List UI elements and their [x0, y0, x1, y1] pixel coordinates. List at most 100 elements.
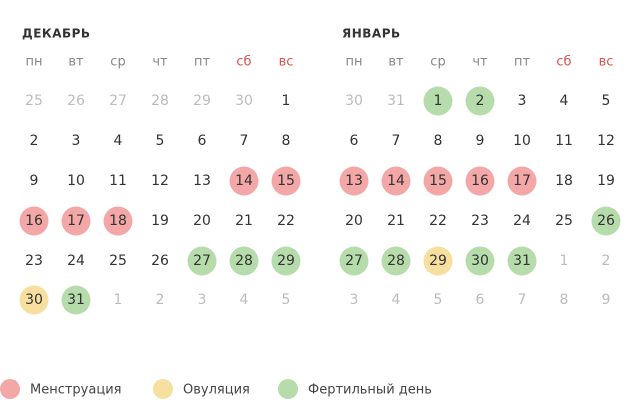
day-highlight [423, 246, 453, 276]
month-title: ДЕКАБРЬ [22, 27, 91, 41]
day: 23 [25, 253, 43, 269]
day: 22 [277, 213, 295, 229]
day: 30 [345, 93, 363, 109]
day: 17 [67, 213, 85, 229]
day-highlight [423, 166, 453, 196]
day: 28 [235, 253, 253, 269]
day: 27 [109, 93, 127, 109]
weekday: сб [236, 55, 251, 70]
day: 25 [25, 93, 43, 109]
day: 12 [597, 133, 615, 149]
legend-label: Менструация [30, 383, 121, 398]
day: 16 [25, 213, 43, 229]
day: 3 [198, 292, 207, 308]
day: 8 [560, 292, 569, 308]
day: 24 [67, 253, 85, 269]
day: 13 [345, 173, 363, 189]
day: 3 [72, 133, 81, 149]
weekday: вс [599, 55, 614, 70]
day: 23 [471, 213, 489, 229]
day-highlight [465, 246, 495, 276]
day: 29 [193, 93, 211, 109]
day: 5 [434, 292, 443, 308]
day: 21 [387, 213, 405, 229]
day: 28 [387, 253, 405, 269]
day: 29 [429, 253, 447, 269]
day-highlight [339, 166, 369, 196]
day: 15 [277, 173, 295, 189]
day: 26 [67, 93, 85, 109]
day: 1 [114, 292, 123, 308]
day: 19 [597, 173, 615, 189]
day: 4 [114, 133, 123, 149]
legend-swatch [0, 379, 20, 399]
day: 6 [198, 133, 207, 149]
day-highlight [229, 246, 259, 276]
day: 14 [235, 173, 253, 189]
day: 3 [350, 292, 359, 308]
day: 30 [471, 253, 489, 269]
day: 9 [30, 173, 39, 189]
day: 20 [345, 213, 363, 229]
day: 6 [476, 292, 485, 308]
day-highlight [19, 285, 49, 315]
day: 10 [67, 173, 85, 189]
day: 7 [518, 292, 527, 308]
day: 25 [109, 253, 127, 269]
day: 16 [471, 173, 489, 189]
day: 14 [387, 173, 405, 189]
day: 29 [277, 253, 295, 269]
day: 26 [597, 213, 615, 229]
day-highlight [591, 206, 621, 236]
day-highlight [187, 246, 217, 276]
day: 2 [602, 253, 611, 269]
day-highlight [61, 206, 91, 236]
day: 24 [513, 213, 531, 229]
day: 11 [109, 173, 127, 189]
day: 17 [513, 173, 531, 189]
day-highlight [61, 285, 91, 315]
day: 1 [560, 253, 569, 269]
day-highlight [465, 86, 495, 116]
day: 10 [513, 133, 531, 149]
day: 8 [434, 133, 443, 149]
day: 4 [560, 93, 569, 109]
day-highlight [507, 246, 537, 276]
day: 1 [434, 93, 443, 109]
weekday: вт [388, 55, 404, 70]
weekday: пн [346, 55, 363, 70]
legend-swatch [278, 379, 298, 399]
day: 2 [476, 93, 485, 109]
day: 5 [602, 93, 611, 109]
day-highlight [507, 166, 537, 196]
day-highlight [103, 206, 133, 236]
day: 19 [151, 213, 169, 229]
weekday: ср [430, 55, 445, 70]
day: 7 [392, 133, 401, 149]
weekday: вт [68, 55, 84, 70]
day: 31 [387, 93, 405, 109]
day-highlight [423, 86, 453, 116]
day-highlight [465, 166, 495, 196]
day: 11 [555, 133, 573, 149]
day: 5 [156, 133, 165, 149]
weekday: ср [110, 55, 125, 70]
day-highlight [271, 246, 301, 276]
weekday: вс [279, 55, 294, 70]
month-title: ЯНВАРЬ [342, 27, 401, 41]
legend-label: Фертильный день [308, 383, 432, 398]
day: 27 [345, 253, 363, 269]
day-highlight [339, 246, 369, 276]
day: 31 [67, 292, 85, 308]
day: 4 [392, 292, 401, 308]
weekday: пн [26, 55, 43, 70]
day: 25 [555, 213, 573, 229]
day: 18 [555, 173, 573, 189]
day: 30 [25, 292, 43, 308]
day-highlight [271, 166, 301, 196]
day: 2 [30, 133, 39, 149]
day-highlight [381, 166, 411, 196]
legend-label: Овуляция [183, 383, 250, 398]
day: 18 [109, 213, 127, 229]
